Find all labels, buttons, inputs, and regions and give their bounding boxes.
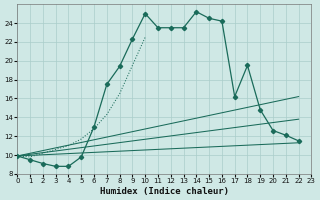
- X-axis label: Humidex (Indice chaleur): Humidex (Indice chaleur): [100, 187, 229, 196]
